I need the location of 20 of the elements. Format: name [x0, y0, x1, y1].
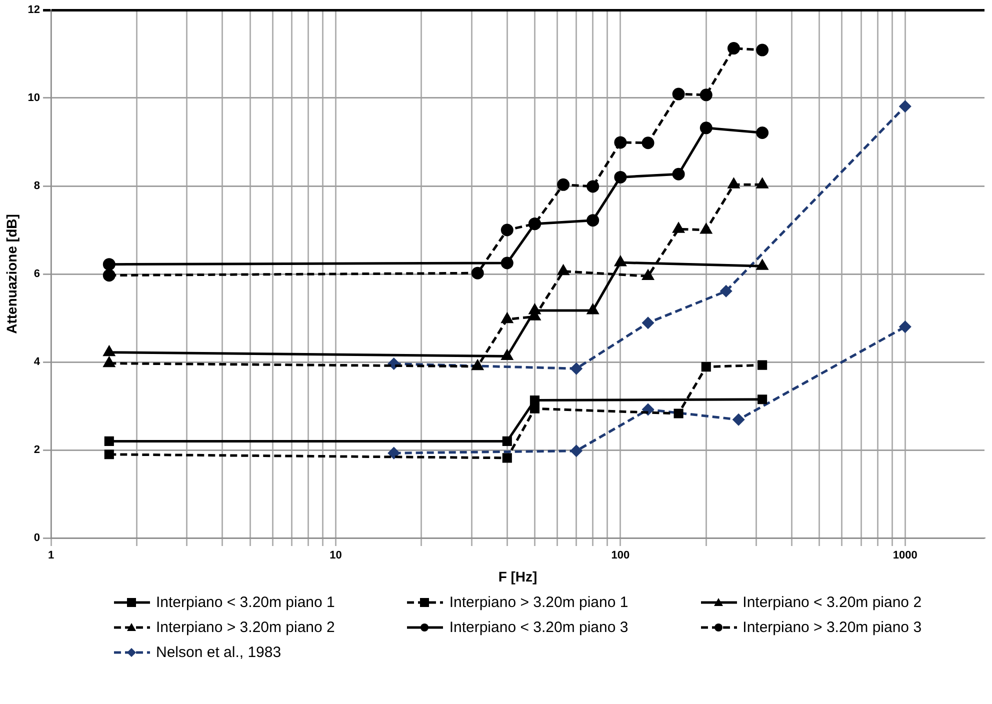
legend-label: Interpiano < 3.20m piano 3: [449, 619, 628, 636]
y-tick-label: 2: [34, 444, 40, 456]
legend-label: Nelson et al., 1983: [156, 644, 282, 661]
y-tick-label: 10: [28, 92, 40, 104]
y-tick-label: 12: [28, 4, 40, 16]
x-tick-label: 10: [330, 550, 342, 562]
legend-label: Interpiano > 3.20m piano 3: [742, 619, 922, 636]
x-tick-label: 1000: [892, 550, 918, 562]
x-tick-label: 100: [611, 550, 630, 562]
legend-label: Interpiano < 3.20m piano 1: [156, 594, 335, 611]
legend-label: Interpiano > 3.20m piano 2: [156, 619, 335, 636]
y-tick-label: 4: [34, 356, 41, 368]
y-tick-label: 0: [34, 532, 40, 544]
legend-label: Interpiano < 3.20m piano 2: [742, 594, 922, 611]
x-tick-label: 1: [48, 550, 54, 562]
y-tick-label: 8: [34, 180, 40, 192]
y-axis-title: Attenuazione [dB]: [3, 214, 20, 334]
y-tick-label: 6: [34, 268, 40, 280]
legend-label: Interpiano > 3.20m piano 1: [449, 594, 628, 611]
x-axis-title: F [Hz]: [498, 568, 538, 584]
